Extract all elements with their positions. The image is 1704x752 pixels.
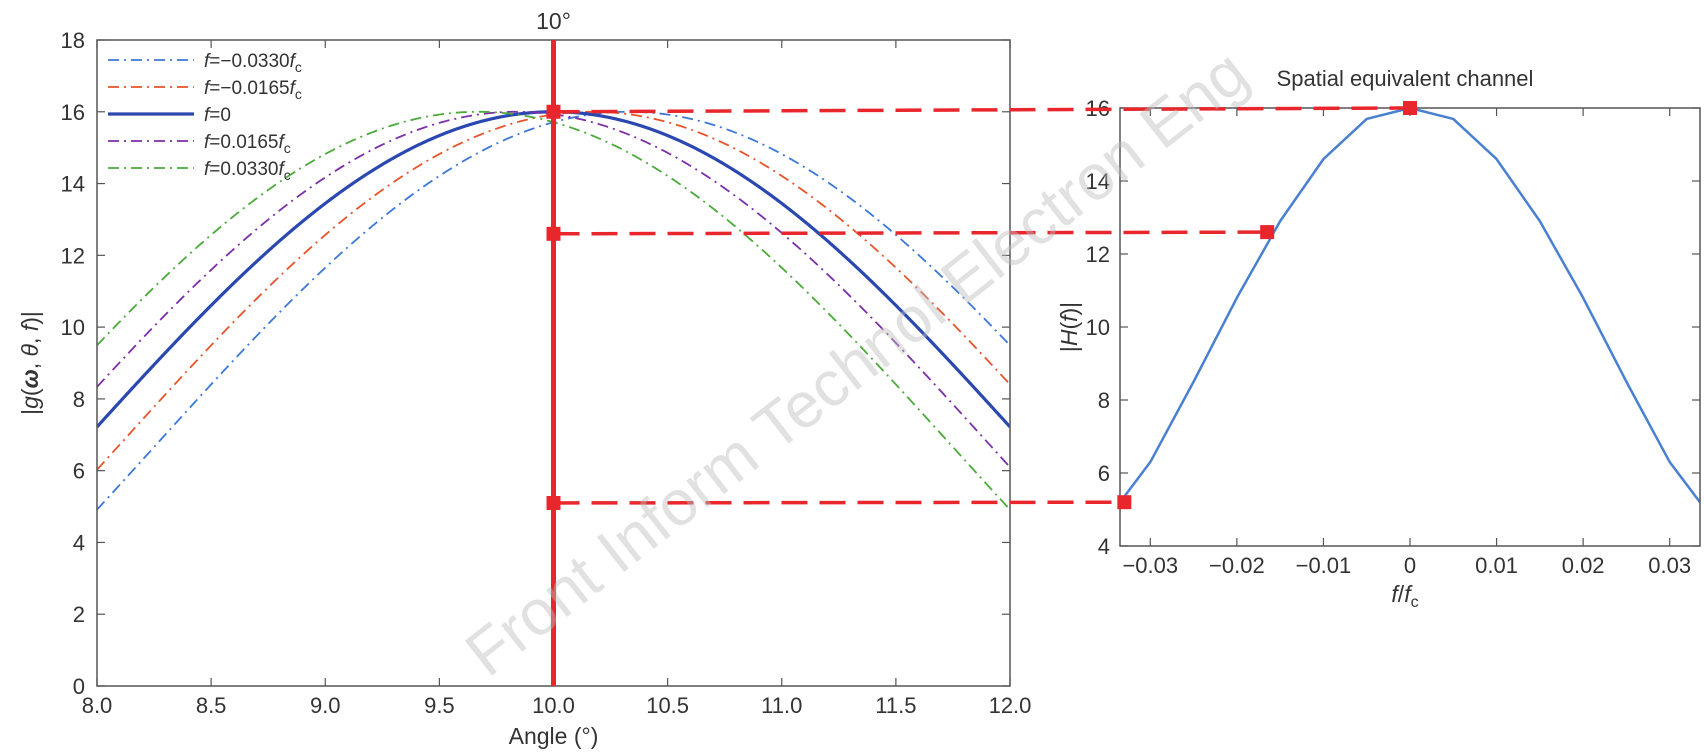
beam-pattern-chart: 8.0 8.5 9.0 9.5 10.0 10.5 11.0 11.5 12.0 0 2 4 6 8 10… (17, 8, 1031, 749)
right-x-tick-label: 0.02 (1562, 553, 1605, 578)
right-marker (1117, 495, 1132, 510)
left-x-tick-label: 10.0 (532, 693, 575, 718)
channel-response-curve (1119, 106, 1701, 503)
right-x-tick-label: 0.03 (1648, 553, 1691, 578)
left-y-ticks: 0 2 4 6 8 10 12 14 16 18 (61, 28, 1010, 699)
left-y-tick-label: 12 (61, 243, 85, 268)
right-x-tick-label: 0.01 (1475, 553, 1518, 578)
left-x-tick-label: 9.0 (310, 693, 341, 718)
left-y-axis-label: |g(ω, θ, f)| (17, 311, 43, 415)
legend-entry: f=0 (204, 105, 231, 126)
left-y-tick-label: 4 (73, 530, 85, 555)
legend-entry: f=0.0330fc (204, 159, 291, 183)
left-x-tick-label: 12.0 (989, 693, 1032, 718)
right-marker (1403, 101, 1417, 115)
watermark: Front Inform Technol Electron Eng (452, 36, 1261, 690)
right-x-axis-label: f/fc (1391, 581, 1418, 611)
legend-entry: f=−0.0330fc (204, 51, 302, 75)
right-y-axis-label: |H(f)| (1056, 302, 1082, 352)
right-y-tick-label: 14 (1086, 169, 1110, 194)
left-x-tick-label: 9.5 (424, 693, 455, 718)
right-marker (1260, 225, 1275, 240)
right-y-tick-label: 8 (1098, 388, 1110, 413)
left-x-axis-label: Angle (°) (509, 723, 599, 749)
left-x-tick-label: 11.5 (875, 693, 916, 718)
right-x-tick-label: 0 (1404, 553, 1416, 578)
left-y-tick-label: 8 (73, 387, 85, 412)
angle-annotation: 10° (536, 8, 571, 34)
right-chart-title: Spatial equivalent channel (1277, 66, 1534, 91)
right-y-tick-label: 6 (1098, 461, 1110, 486)
connector-dashed-line (553, 500, 1125, 505)
legend: f=−0.0330fc f=−0.0165fc f=0 f=0.0165fc f=0.0… (108, 51, 302, 183)
legend-entry: f=−0.0165fc (204, 78, 302, 102)
left-x-tick-label: 8.5 (196, 693, 227, 718)
left-x-tick-label: 11.0 (761, 693, 802, 718)
left-marker (546, 495, 561, 510)
right-x-tick-label: −0.03 (1122, 553, 1178, 578)
correspondence-overlay (546, 40, 1417, 686)
right-y-tick-label: 12 (1086, 242, 1110, 267)
left-y-tick-label: 10 (61, 315, 85, 340)
right-plot-frame (1119, 107, 1701, 547)
right-x-tick-label: −0.02 (1209, 553, 1265, 578)
left-x-tick-label: 8.0 (82, 693, 113, 718)
left-marker (546, 226, 561, 241)
left-y-tick-label: 2 (73, 602, 85, 627)
left-y-tick-label: 6 (73, 459, 85, 484)
left-y-tick-label: 0 (73, 674, 85, 699)
right-y-tick-label: 10 (1086, 315, 1110, 340)
left-y-tick-label: 18 (61, 28, 85, 53)
spatial-equivalent-channel-chart: −0.03 −0.02 −0.01 0 0.01 0.02 0.03 46810121416… (1056, 66, 1701, 611)
legend-entry: f=0.0165fc (204, 132, 291, 156)
connector-dashed-line (553, 230, 1268, 236)
right-x-ticks: −0.03 −0.02 −0.01 0 0.01 0.02 0.03 (1122, 108, 1691, 578)
connector-dashed-line (553, 106, 1411, 114)
left-y-tick-label: 16 (61, 100, 85, 125)
right-x-tick-label: −0.01 (1296, 553, 1352, 578)
left-y-tick-label: 14 (61, 172, 85, 197)
left-x-ticks: 8.0 8.5 9.0 9.5 10.0 10.5 11.0 11.5 12.0 (82, 40, 1032, 718)
right-y-tick-label: 4 (1098, 534, 1110, 559)
left-x-tick-label: 10.5 (646, 693, 689, 718)
left-marker (546, 104, 561, 119)
